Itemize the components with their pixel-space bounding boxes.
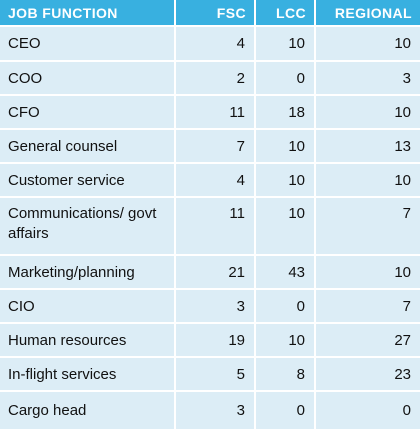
fsc-value: 4: [176, 164, 256, 198]
header-job-function: JOB FUNCTION: [0, 0, 176, 27]
row-label: Human resources: [0, 324, 176, 358]
lcc-value: 10: [256, 198, 316, 256]
header-regional: REGIONAL: [316, 0, 420, 27]
fsc-value: 11: [176, 96, 256, 130]
regional-value: 10: [316, 96, 420, 130]
lcc-value: 8: [256, 358, 316, 392]
row-label: General counsel: [0, 130, 176, 164]
row-label: CFO: [0, 96, 176, 130]
row-label: Customer service: [0, 164, 176, 198]
fsc-value: 2: [176, 62, 256, 96]
regional-value: 13: [316, 130, 420, 164]
fsc-value: 7: [176, 130, 256, 164]
row-label: CIO: [0, 290, 176, 324]
regional-value: 0: [402, 402, 411, 419]
regional-value: 10: [316, 27, 420, 62]
header-lcc: LCC: [256, 0, 316, 27]
regional-value: 3: [316, 62, 420, 96]
regional-value: 7: [316, 290, 420, 324]
row-label: CEO: [0, 27, 176, 62]
row-label: In-flight services: [0, 358, 176, 392]
lcc-value: 10: [256, 164, 316, 198]
row-label: Marketing/planning: [0, 256, 176, 290]
regional-value: 27: [316, 324, 420, 358]
lcc-value: 10: [256, 27, 316, 62]
lcc-value: 0: [256, 62, 316, 96]
regional-value: 23: [316, 358, 420, 392]
regional-value: 7: [316, 198, 420, 256]
row-label: Communications/ govt affairs: [0, 198, 176, 256]
lcc-value: 0: [256, 392, 316, 429]
row-label: COO: [0, 62, 176, 96]
fsc-value: 4: [176, 27, 256, 62]
lcc-value: 10: [256, 324, 316, 358]
lcc-value: 10: [256, 130, 316, 164]
fsc-value: 3: [176, 392, 256, 429]
fsc-value: 21: [176, 256, 256, 290]
row-label: Cargo head: [0, 392, 176, 429]
regional-value: 10: [316, 164, 420, 198]
header-fsc: FSC: [176, 0, 256, 27]
lcc-value: 43: [256, 256, 316, 290]
lcc-value: 18: [256, 96, 316, 130]
fsc-value: 3: [176, 290, 256, 324]
fsc-value: 19: [176, 324, 256, 358]
regional-value: 10: [316, 256, 420, 290]
fsc-value: 5: [176, 358, 256, 392]
fsc-value: 11: [176, 198, 256, 256]
lcc-value: 0: [256, 290, 316, 324]
